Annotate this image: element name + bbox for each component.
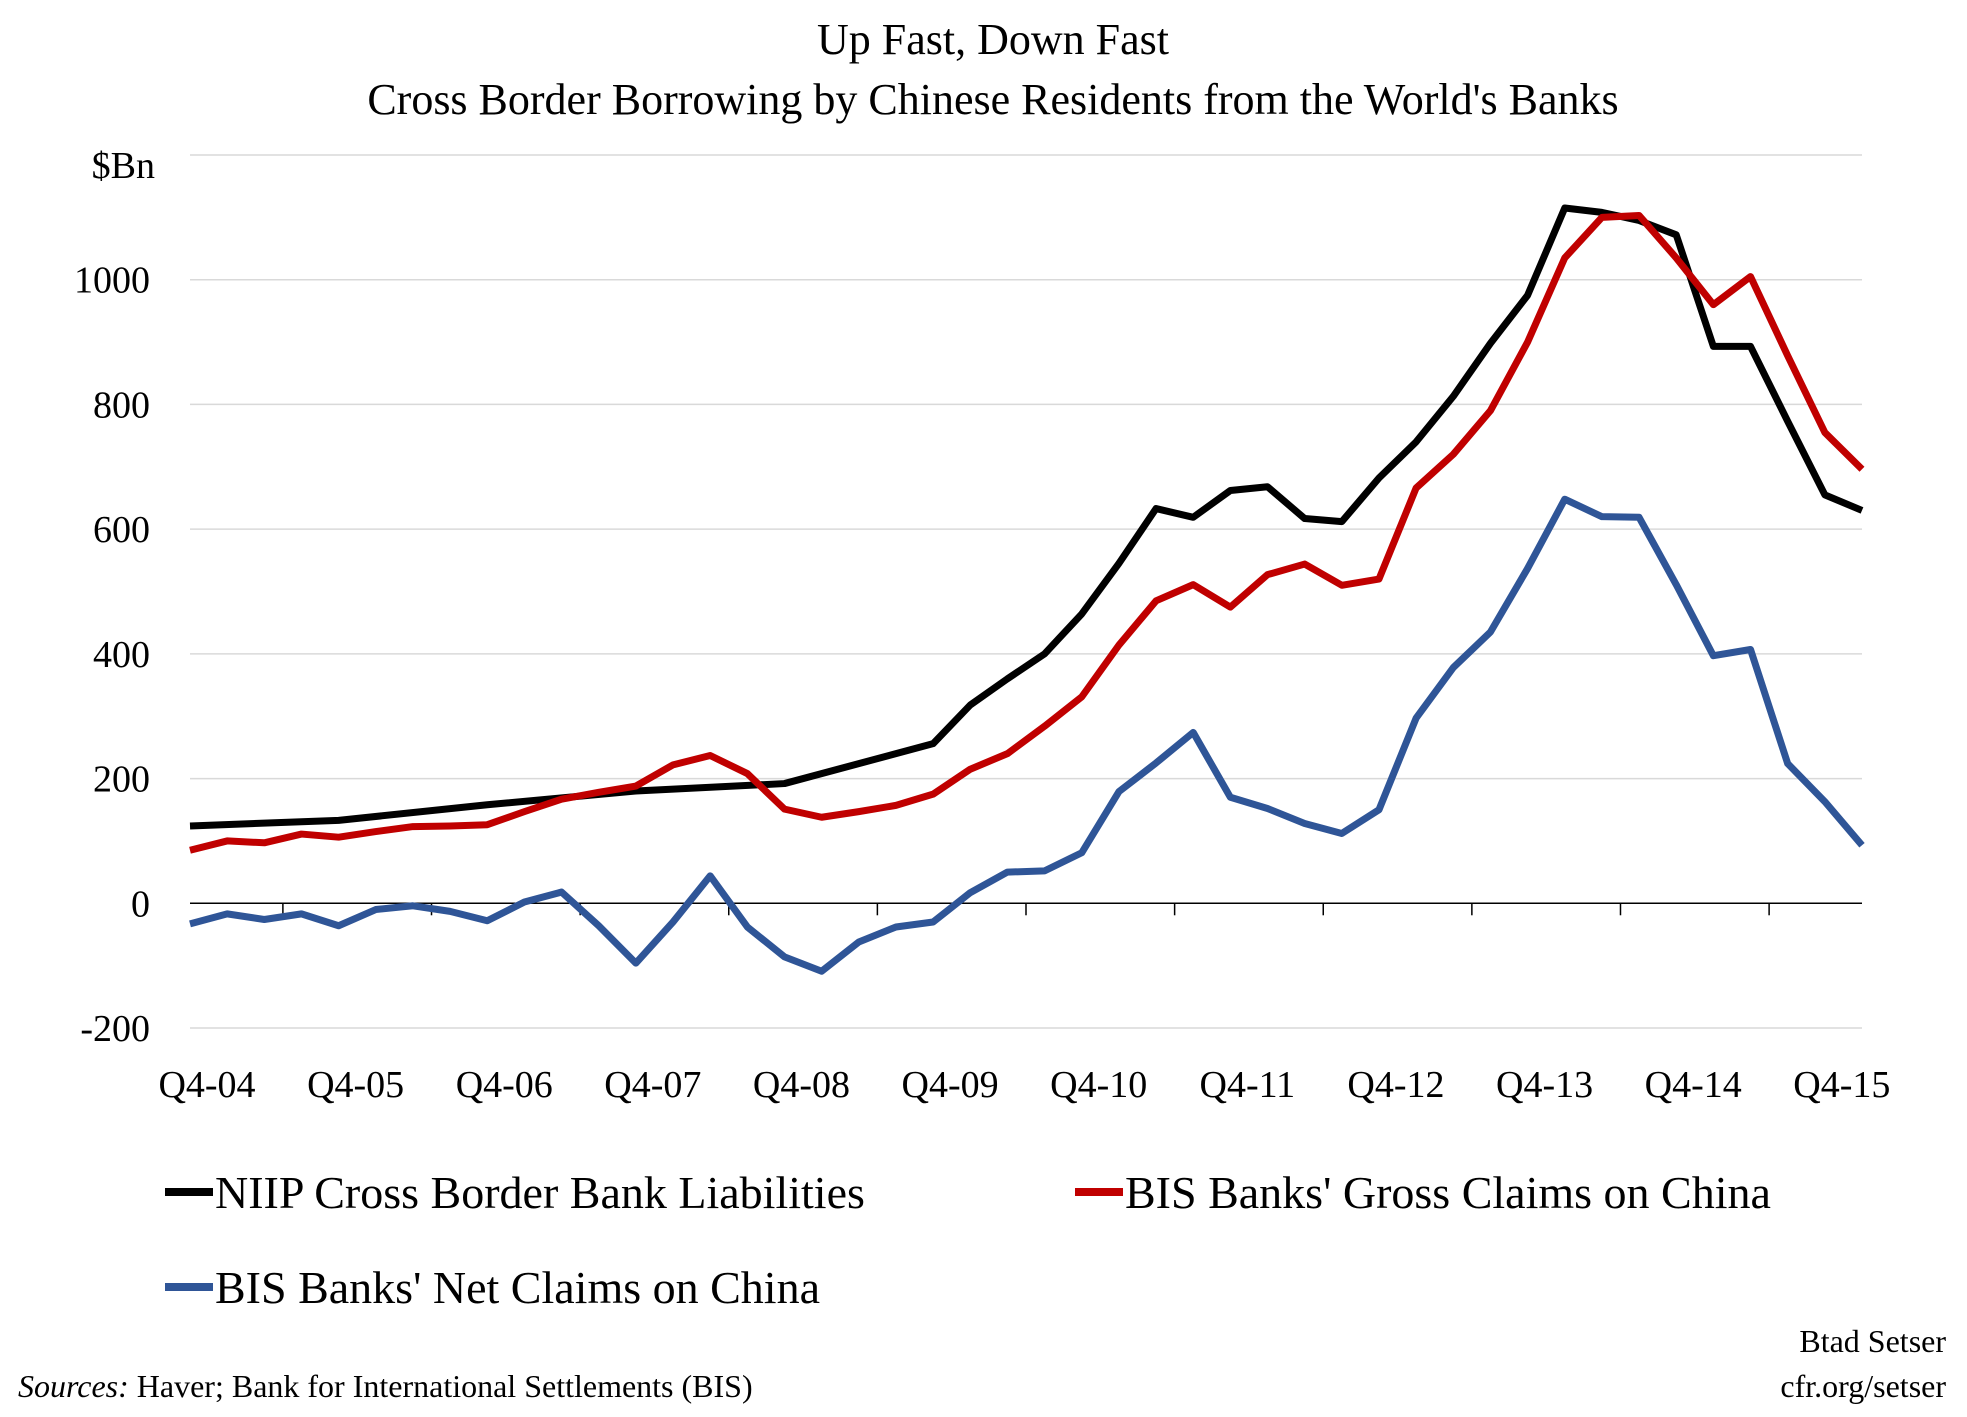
legend-label: BIS Banks' Gross Claims on China [1125,1167,1771,1218]
y-tick-label: 400 [93,634,150,676]
sources-label: Sources: [18,1368,129,1404]
series-line-bis-banks-net-claims-on-china [189,495,1865,975]
x-tick-label: Q4-11 [1200,1064,1296,1106]
legend-label: BIS Banks' Net Claims on China [215,1262,820,1313]
y-tick-label: -200 [80,1008,150,1050]
y-tick-label: 200 [93,759,150,801]
x-tick-label: Q4-15 [1793,1064,1890,1106]
series-line-bis-banks-gross-claims-on-china [189,211,1865,854]
x-tick-label: Q4-12 [1347,1064,1444,1106]
x-tick-label: Q4-13 [1496,1064,1593,1106]
gridlines [190,154,1862,1029]
y-tick-label: 1000 [74,260,150,302]
legend-item: BIS Banks' Net Claims on China [165,1262,820,1313]
chart-subtitle: Cross Border Borrowing by Chinese Reside… [367,75,1618,124]
y-tick-label: 800 [93,384,150,426]
x-tick-label: Q4-04 [158,1064,255,1106]
legend-item: BIS Banks' Gross Claims on China [1075,1167,1771,1218]
y-axis-unit-label: $Bn [92,145,155,187]
x-tick-label: Q4-14 [1645,1064,1742,1106]
x-tick-label: Q4-08 [753,1064,850,1106]
legend-item: NIIP Cross Border Bank Liabilities [165,1167,865,1218]
x-tick-label: Q4-09 [902,1064,999,1106]
x-axis-tick-labels: Q4-04 Q4-05 Q4-06 Q4-07 Q4-08 Q4-09 Q4-10 Q4-11… [158,1064,1890,1106]
sources-text: Haver; Bank for International Settlement… [129,1368,753,1404]
x-tick-label: Q4-05 [307,1064,404,1106]
x-tick-label: Q4-10 [1050,1064,1147,1106]
chart-title: Up Fast, Down Fast [817,15,1169,64]
x-tick-label: Q4-07 [604,1064,701,1106]
y-tick-label: 600 [93,509,150,551]
sources-note: Sources: Haver; Bank for International S… [18,1368,753,1404]
legend-label: NIIP Cross Border Bank Liabilities [215,1167,865,1218]
y-axis-tick-labels: 1000 800 600 400 200 0 -200 [74,260,150,1050]
x-tick-label: Q4-06 [456,1064,553,1106]
credit-name: Btad Setser [1799,1323,1946,1359]
credit-url: cfr.org/setser [1780,1368,1946,1404]
series-line-niip-cross-border-bank-liabilities [189,204,1864,830]
series-lines [189,204,1865,975]
legend: NIIP Cross Border Bank Liabilities BIS Ba… [165,1167,1771,1313]
y-tick-label: 0 [131,883,150,925]
